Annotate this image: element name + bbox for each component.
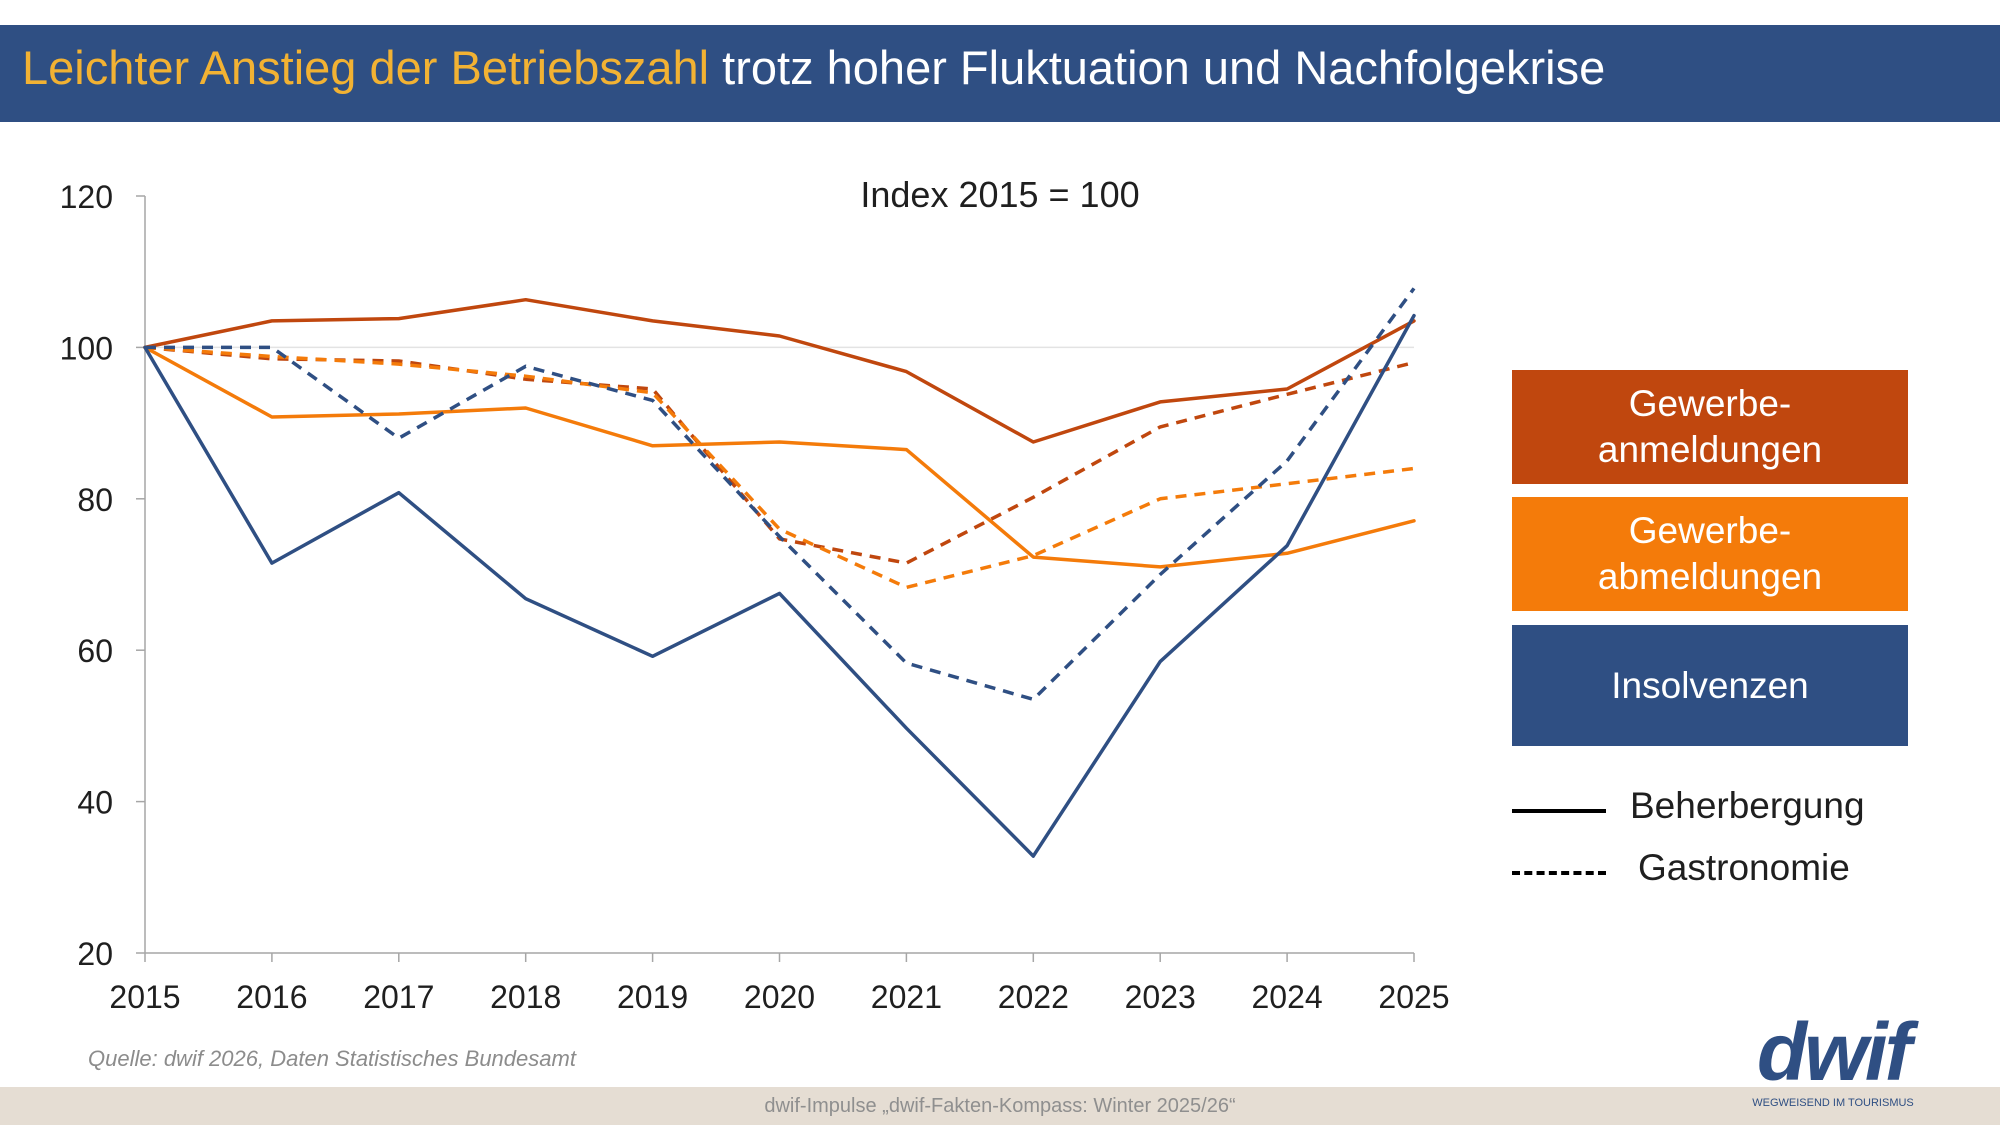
header-bar <box>0 25 2000 122</box>
logo-wordmark: dwif <box>1757 1007 1912 1098</box>
y-tick-label: 120 <box>60 179 113 215</box>
x-tick-label: 2017 <box>363 979 434 1015</box>
legend-gewerbeanmeldungen-label: Gewerbe- anmeldungen <box>1597 383 1823 470</box>
logo-tagline: WEGWEISEND IM TOURISMUS <box>1752 1097 1914 1109</box>
y-tick-label: 20 <box>77 936 113 972</box>
series-gewerbeabmeldungen-gastronomie <box>144 345 1415 590</box>
y-tick-label: 60 <box>77 633 113 669</box>
x-tick-label: 2023 <box>1125 979 1196 1015</box>
x-tick-label: 2019 <box>617 979 688 1015</box>
title-highlight: Leichter Anstieg der Betriebszahl <box>22 41 710 94</box>
footer-bar: dwif-Impulse „dwif-Fakten-Kompass: Winte… <box>0 1087 2000 1125</box>
x-tick-label: 2025 <box>1378 979 1449 1015</box>
legend-insolvenzen: Insolvenzen <box>1512 625 1908 746</box>
y-tick-label: 40 <box>77 785 113 821</box>
series-gewerbeanmeldungen-gastronomie <box>144 345 1415 565</box>
legend-gewerbeabmeldungen-label: Gewerbe- abmeldungen <box>1597 510 1823 597</box>
x-tick-label: 2016 <box>236 979 307 1015</box>
y-tick-label: 80 <box>77 482 113 518</box>
x-tick-label: 2021 <box>871 979 942 1015</box>
x-tick-label: 2022 <box>998 979 1069 1015</box>
x-tick-label: 2018 <box>490 979 561 1015</box>
series-gewerbeabmeldungen-beherbergung <box>143 345 1416 569</box>
legend-beherbergung: Beherbergung <box>1512 785 1932 835</box>
series-insolvenzen-beherbergung <box>143 313 1416 858</box>
legend-gewerbeanmeldungen: Gewerbe- anmeldungen <box>1512 370 1908 484</box>
chart-title: Index 2015 = 100 <box>860 174 1139 215</box>
legend-insolvenzen-label: Insolvenzen <box>1611 664 1809 706</box>
legend-gastronomie-label: Gastronomie <box>1638 847 1850 888</box>
source-note: Quelle: dwif 2026, Daten Statistisches B… <box>88 1046 576 1071</box>
legend-gewerbeabmeldungen: Gewerbe- abmeldungen <box>1512 497 1908 611</box>
title-rest: trotz hoher Fluktuation und Nachfolgekri… <box>709 41 1606 94</box>
x-tick-label: 2015 <box>109 979 180 1015</box>
x-tick-label: 2020 <box>744 979 815 1015</box>
legend-gastronomie: Gastronomie <box>1512 847 1932 897</box>
x-tick-label: 2024 <box>1252 979 1323 1015</box>
page-title: Leichter Anstieg der Betriebszahl trotz … <box>22 40 1605 95</box>
series-insolvenzen-gastronomie <box>145 287 1416 702</box>
footer-text: dwif-Impulse „dwif-Fakten-Kompass: Winte… <box>764 1094 1236 1117</box>
solid-line-swatch <box>1512 809 1606 813</box>
dashed-line-swatch <box>1512 871 1606 875</box>
series-gewerbeanmeldungen-beherbergung <box>143 297 1416 444</box>
y-tick-label: 100 <box>60 330 113 366</box>
dwif-logo: dwif WEGWEISEND IM TOURISMUS <box>1745 1007 1921 1110</box>
legend-beherbergung-label: Beherbergung <box>1630 785 1865 826</box>
